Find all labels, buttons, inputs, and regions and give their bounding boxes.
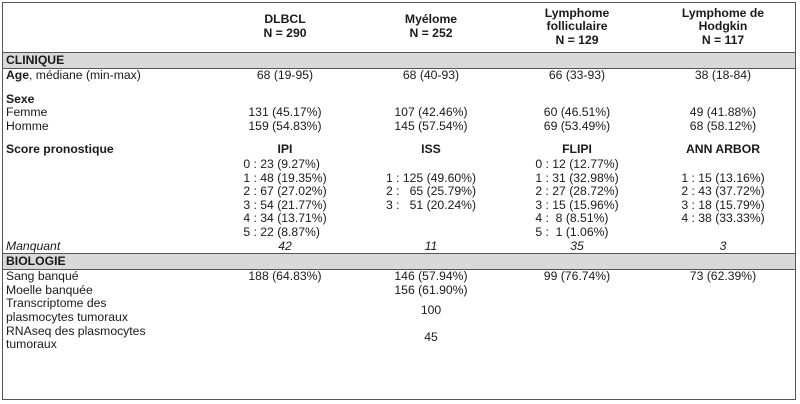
row-femme: Femme 131 (45.17%) 107 (42.46%) 60 (46.5… xyxy=(2,106,796,120)
row-moelle-banquee: Moelle banquée 156 (61.90%) xyxy=(2,282,796,298)
cell-value xyxy=(212,325,358,352)
score-distribution-ann-arbor: 1 : 15 (13.16%) 2 : 43 (37.72%) 3 : 18 (… xyxy=(681,170,765,226)
cohort-characteristics-table: DLBCL N = 290 Myélome N = 252 Lymphome fol… xyxy=(2,2,796,352)
row-label-sexe: Sexe xyxy=(6,91,35,106)
cell-value: 156 (61.90%) xyxy=(394,282,468,297)
score-system-iss: ISS xyxy=(421,142,441,157)
header-myelome: Myélome N = 252 xyxy=(404,12,458,40)
row-label-age: Age, médiane (min-max) xyxy=(6,68,141,82)
score-system-flipi: FLIPI xyxy=(562,142,592,157)
cell-value: 68 (40-93) xyxy=(402,68,460,82)
section-clinique: CLINIQUE xyxy=(2,52,796,69)
cell-value: 69 (53.49%) xyxy=(543,118,611,133)
row-label-score: Score pronostique xyxy=(6,142,114,157)
cell-value xyxy=(212,284,358,298)
row-transcriptome: Transcriptome des plasmocytes tumoraux 1… xyxy=(2,296,796,324)
cell-value: 11 xyxy=(424,238,438,253)
header-row: DLBCL N = 290 Myélome N = 252 Lymphome fol… xyxy=(2,2,796,53)
cell-value xyxy=(650,297,796,324)
cell-value xyxy=(504,284,650,298)
row-manquant: Manquant 42 11 35 3 xyxy=(2,238,796,254)
row-sexe-header: Sexe xyxy=(2,91,796,107)
cell-value: 35 xyxy=(570,238,584,253)
header-dlbcl: DLBCL N = 290 xyxy=(263,12,307,40)
cell-value: 68 (19-95) xyxy=(256,68,314,82)
cell-value: 145 (57.54%) xyxy=(394,118,468,133)
cell-value: 100 xyxy=(420,303,442,318)
row-label-femme: Femme xyxy=(6,105,48,120)
section-biologie: BIOLOGIE xyxy=(2,253,796,271)
cell-value: 66 (33-93) xyxy=(548,68,606,82)
cell-value: 188 (64.83%) xyxy=(248,269,322,284)
score-distribution-ipi: 0 : 23 (9.27%) 1 : 48 (19.35%) 2 : 67 (2… xyxy=(243,156,327,239)
score-system-ipi: IPI xyxy=(277,142,293,157)
cell-value: 45 xyxy=(424,330,438,345)
cell-value xyxy=(650,325,796,352)
row-label-rnaseq: RNAseq des plasmocytes tumoraux xyxy=(6,323,146,352)
cell-value: 68 (58.12%) xyxy=(689,118,757,133)
header-lymphome-hodgkin: Lymphome de Hodgkin N = 117 xyxy=(681,5,765,47)
cell-value xyxy=(650,284,796,298)
cell-value: 99 (76.74%) xyxy=(543,269,611,284)
cell-value xyxy=(212,297,358,324)
row-age: Age, médiane (min-max) 68 (19-95) 68 (40… xyxy=(2,68,796,83)
row-label-homme: Homme xyxy=(6,118,49,133)
score-distribution-flipi: 0 : 12 (12.77%) 1 : 31 (32.98%) 2 : 27 (… xyxy=(535,156,619,239)
section-label-clinique: CLINIQUE xyxy=(2,52,796,69)
cell-value: 146 (57.94%) xyxy=(394,269,468,284)
row-score-header: Score pronostique IPI ISS FLIPI ANN ARBO… xyxy=(2,143,796,157)
cell-value xyxy=(504,325,650,352)
header-lymphome-folliculaire: Lymphome folliculaire N = 129 xyxy=(544,5,610,47)
cell-value: 159 (54.83%) xyxy=(248,118,322,133)
row-label-sang-banque: Sang banqué xyxy=(6,269,79,284)
cell-value: 38 (18-84) xyxy=(694,68,752,82)
cell-value: 60 (46.51%) xyxy=(543,105,611,120)
cell-value: 42 xyxy=(278,238,292,253)
section-label-biologie: BIOLOGIE xyxy=(2,253,796,271)
row-score-values: 0 : 23 (9.27%) 1 : 48 (19.35%) 2 : 67 (2… xyxy=(2,157,796,240)
cell-value: 49 (41.88%) xyxy=(689,105,757,120)
row-label-transcriptome: Transcriptome des plasmocytes tumoraux xyxy=(6,296,128,324)
row-rnaseq: RNAseq des plasmocytes tumoraux 45 xyxy=(2,323,796,352)
header-empty xyxy=(2,2,212,53)
cell-value: 107 (42.46%) xyxy=(394,105,468,120)
row-homme: Homme 159 (54.83%) 145 (57.54%) 69 (53.4… xyxy=(2,118,796,134)
cell-value: 3 xyxy=(719,238,727,253)
cell-value: 131 (45.17%) xyxy=(248,105,322,120)
cell-value: 73 (62.39%) xyxy=(689,269,757,284)
score-system-ann-arbor: ANN ARBOR xyxy=(685,142,761,157)
row-label-moelle-banquee: Moelle banquée xyxy=(6,282,93,297)
cell-value xyxy=(504,297,650,324)
score-distribution-iss: 1 : 125 (49.60%) 2 : 65 (25.79%) 3 : 51 … xyxy=(385,170,477,212)
row-label-manquant: Manquant xyxy=(6,238,61,253)
row-sang-banque: Sang banqué 188 (64.83%) 146 (57.94%) 99… xyxy=(2,269,796,284)
